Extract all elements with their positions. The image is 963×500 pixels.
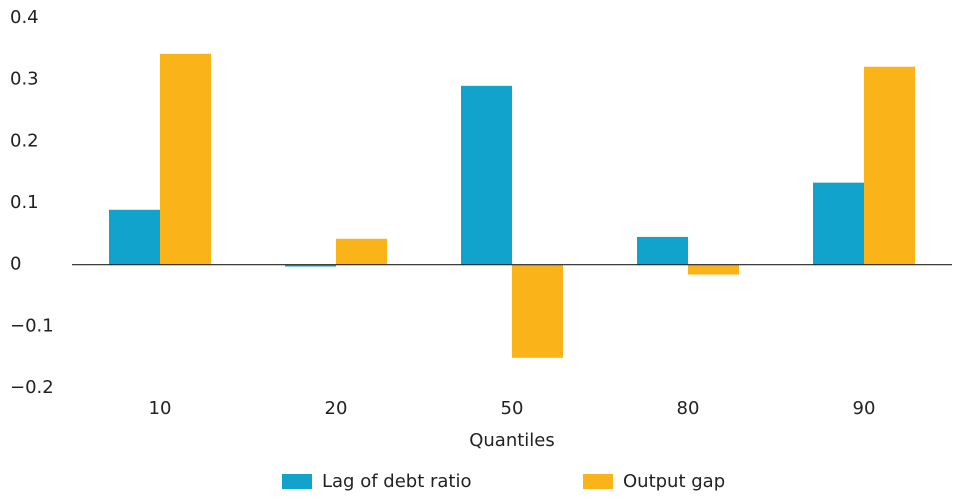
x-tick-label: 20 [325,398,348,419]
bar [813,182,864,265]
legend-label: Output gap [623,471,725,492]
bar [512,264,563,358]
y-tick-label: 0.3 [10,69,39,90]
y-tick-label: −0.2 [10,377,54,398]
x-tick-label: 80 [677,398,700,419]
y-tick-label: 0.4 [10,7,39,28]
legend-swatch [282,474,312,489]
legend-label: Lag of debt ratio [322,471,471,492]
y-tick-label: 0 [10,254,21,275]
bar [864,66,915,265]
x-tick-label: 50 [501,398,524,419]
bar [461,85,512,265]
y-tick-label: 0.2 [10,130,39,151]
bar [688,264,739,275]
bar [285,264,336,267]
legend-swatch [583,474,613,489]
bar [637,236,688,265]
y-tick-label: −0.1 [10,315,54,336]
x-tick-label: 10 [149,398,172,419]
x-axis-label: Quantiles [469,430,555,451]
bar [160,53,211,265]
x-tick-label: 90 [853,398,876,419]
y-tick-label: 0.1 [10,192,39,213]
bar [336,238,387,265]
bar [109,209,160,265]
